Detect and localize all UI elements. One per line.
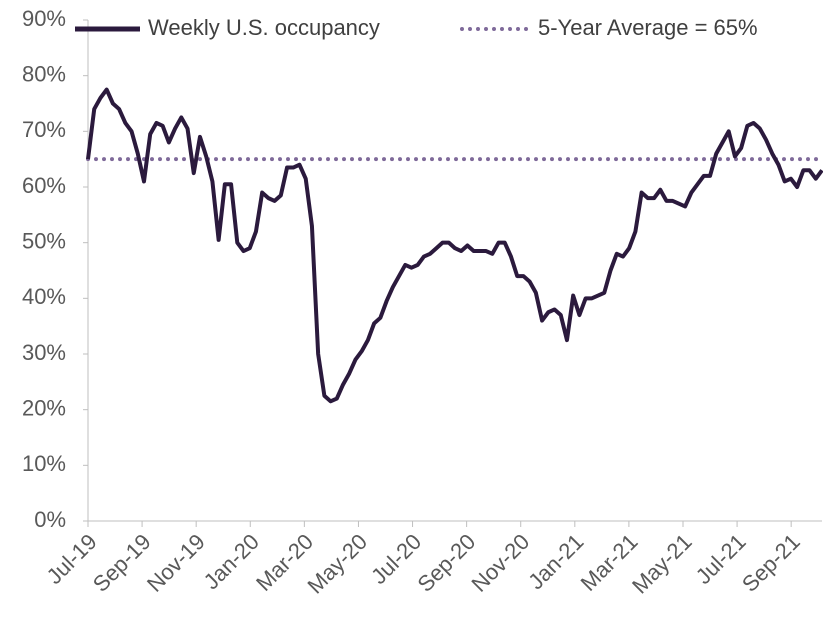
- y-tick-label: 20%: [22, 395, 66, 420]
- y-tick-label: 70%: [22, 117, 66, 142]
- series-line: [86, 87, 823, 404]
- y-tick-label: 90%: [22, 6, 66, 31]
- y-tick-label: 80%: [22, 61, 66, 86]
- x-tick-label: Jan-20: [199, 529, 264, 594]
- y-tick-label: 10%: [22, 451, 66, 476]
- y-tick-label: 40%: [22, 284, 66, 309]
- x-tick-label: Nov-20: [467, 529, 535, 597]
- y-tick-label: 50%: [22, 228, 66, 253]
- x-tick-label: Nov-19: [142, 529, 210, 597]
- y-tick-label: 30%: [22, 340, 66, 365]
- legend-label: 5-Year Average = 65%: [538, 15, 758, 40]
- x-tick-label: May-21: [627, 529, 697, 599]
- legend-label: Weekly U.S. occupancy: [148, 15, 380, 40]
- x-tick-label: Sep-21: [737, 529, 805, 597]
- x-tick-label: May-20: [303, 529, 373, 599]
- y-tick-label: 0%: [34, 507, 66, 532]
- x-tick-label: Jan-21: [523, 529, 588, 594]
- x-tick-label: Sep-19: [88, 529, 156, 597]
- x-tick-label: Sep-20: [412, 529, 480, 597]
- y-tick-label: 60%: [22, 173, 66, 198]
